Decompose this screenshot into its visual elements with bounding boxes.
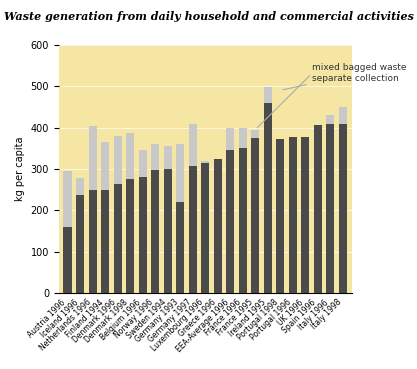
Bar bbox=[226, 128, 234, 293]
Bar bbox=[327, 115, 334, 293]
Bar bbox=[214, 159, 222, 293]
Bar bbox=[264, 103, 272, 293]
Bar bbox=[264, 87, 272, 293]
Bar bbox=[113, 184, 122, 293]
Bar bbox=[301, 137, 309, 293]
Bar bbox=[151, 170, 159, 293]
Bar bbox=[163, 146, 172, 293]
Bar bbox=[339, 107, 347, 293]
Bar bbox=[126, 179, 134, 293]
Bar bbox=[63, 227, 72, 293]
Bar bbox=[138, 150, 147, 293]
Bar bbox=[138, 177, 147, 293]
Bar bbox=[63, 171, 72, 293]
Bar bbox=[201, 163, 209, 293]
Bar bbox=[214, 159, 222, 293]
Bar bbox=[176, 202, 184, 293]
Bar bbox=[239, 148, 247, 293]
Bar bbox=[113, 136, 122, 293]
Bar bbox=[163, 169, 172, 293]
Bar bbox=[88, 190, 97, 293]
Bar bbox=[251, 138, 259, 293]
Y-axis label: kg per capita: kg per capita bbox=[15, 137, 25, 201]
Bar bbox=[76, 194, 84, 293]
Bar bbox=[327, 124, 334, 293]
Bar bbox=[339, 124, 347, 293]
Bar bbox=[239, 128, 247, 293]
Bar bbox=[176, 144, 184, 293]
Bar bbox=[126, 132, 134, 293]
Text: mixed bagged waste
separate collection: mixed bagged waste separate collection bbox=[283, 63, 406, 90]
Bar bbox=[314, 125, 322, 293]
Bar bbox=[88, 126, 97, 293]
Bar bbox=[101, 190, 109, 293]
Bar bbox=[188, 166, 197, 293]
Bar bbox=[251, 130, 259, 293]
Bar bbox=[201, 162, 209, 293]
Bar bbox=[226, 150, 234, 293]
Bar bbox=[76, 178, 84, 293]
Text: Waste generation from daily household and commercial activities: Waste generation from daily household an… bbox=[4, 11, 414, 22]
Bar bbox=[151, 144, 159, 293]
Bar bbox=[276, 139, 284, 293]
Bar bbox=[188, 124, 197, 293]
Bar bbox=[101, 142, 109, 293]
Bar bbox=[289, 137, 297, 293]
